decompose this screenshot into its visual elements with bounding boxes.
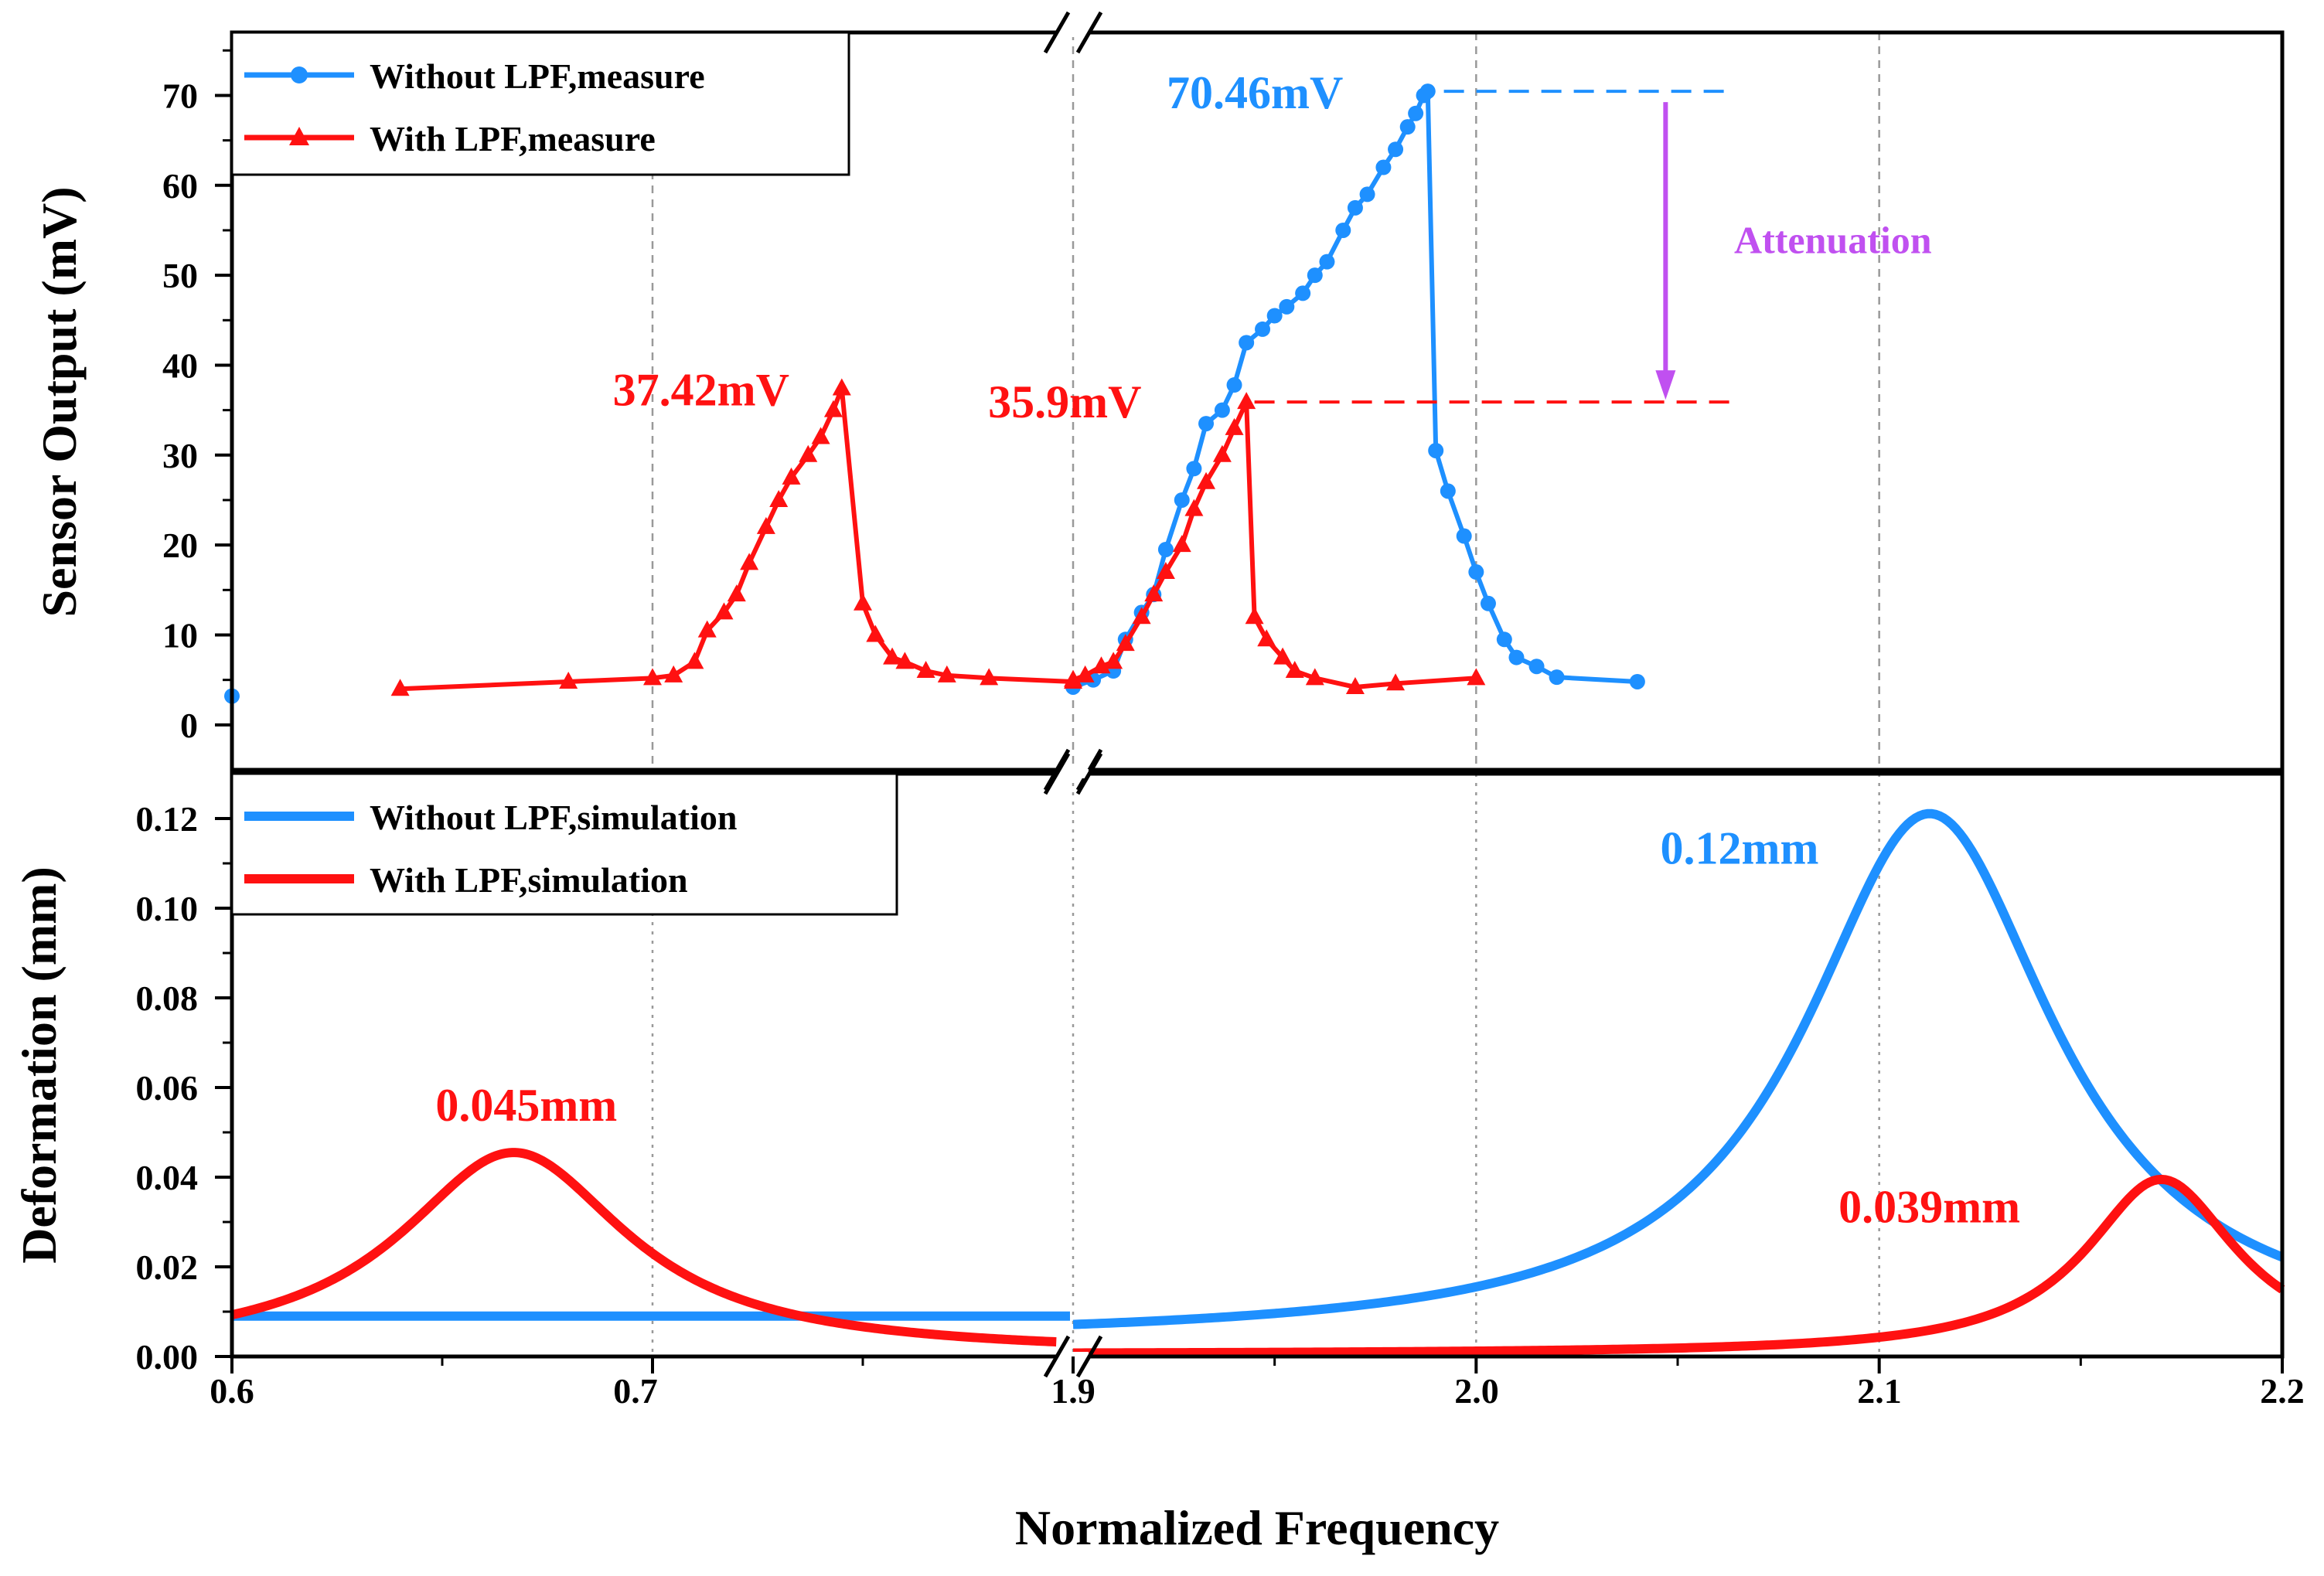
data-point	[1481, 596, 1496, 611]
bottom-y-axis-title: Deformation (mm)	[12, 866, 66, 1264]
top-plot	[224, 83, 1734, 704]
data-point	[1295, 285, 1310, 301]
data-point	[1408, 106, 1423, 121]
legend-label: Without LPF,measure	[370, 56, 705, 96]
y-tick-label: 0.06	[136, 1068, 199, 1108]
data-point	[1468, 564, 1484, 580]
y-tick-label: 70	[162, 76, 198, 115]
data-point	[1497, 631, 1512, 647]
y-tick-label: 60	[162, 166, 198, 206]
data-point	[1186, 461, 1201, 476]
x-axis-title: Normalized Frequency	[1015, 1500, 1499, 1555]
series-line	[1073, 1179, 2282, 1353]
chart: 0 10 20 30 40 50 60 70 0.00 0.02 0.04 0.…	[0, 0, 2324, 1576]
data-point	[728, 584, 746, 601]
data-point	[1360, 186, 1375, 202]
y-tick-label: 0.08	[136, 979, 199, 1018]
top-y-axis-title: Sensor Output (mV)	[32, 186, 87, 617]
data-point	[1237, 392, 1256, 409]
data-point	[1630, 674, 1645, 689]
data-point	[1348, 200, 1363, 216]
data-point	[1239, 335, 1254, 350]
data-point	[1440, 483, 1456, 499]
data-point	[1255, 322, 1270, 337]
annotation-sim-peak-without-lpf: 0.12mm	[1660, 823, 1818, 874]
y-tick-label: 40	[162, 345, 198, 385]
axis-break-gap	[1058, 28, 1089, 37]
attenuation-arrow-head	[1655, 370, 1675, 400]
x-tick-label: 1.9	[1051, 1371, 1096, 1411]
annotation-sim-peak-with-lpf-left: 0.045mm	[435, 1080, 617, 1131]
data-point	[854, 594, 872, 611]
data-point	[1198, 416, 1214, 431]
data-point	[1307, 267, 1323, 283]
y-tick-label: 20	[162, 526, 198, 565]
series-line	[400, 388, 1073, 689]
annotation-peak-with-lpf-right: 35.9mV	[988, 376, 1141, 427]
series-line	[1073, 814, 2282, 1325]
annotation-attenuation: Attenuation	[1734, 219, 1932, 262]
data-point	[812, 427, 830, 444]
x-tick-label: 0.6	[210, 1371, 254, 1411]
axis-break-gap	[1058, 769, 1089, 778]
data-point	[685, 652, 704, 669]
x-tick-labels: 0.6 0.7 1.9 2.0 2.1 2.2	[210, 1371, 2305, 1411]
data-point	[1227, 377, 1242, 393]
data-point	[1215, 403, 1230, 418]
data-point	[1457, 529, 1472, 544]
x-tick-label: 2.1	[1857, 1371, 1902, 1411]
data-point	[1375, 160, 1391, 175]
x-tick-label: 2.0	[1454, 1371, 1499, 1411]
legend-label: With LPF,simulation	[370, 860, 688, 900]
bottom-y-tick-labels: 0.00 0.02 0.04 0.06 0.08 0.10 0.12	[136, 799, 199, 1377]
data-point	[1420, 83, 1436, 99]
data-point	[833, 378, 851, 395]
data-point	[1428, 443, 1443, 458]
data-point	[1279, 299, 1294, 315]
data-point	[1529, 659, 1545, 674]
top-y-tick-labels: 0 10 20 30 40 50 60 70	[162, 76, 198, 744]
data-point	[1173, 535, 1191, 552]
legend-marker-circle	[291, 66, 308, 83]
annotation-sim-peak-with-lpf-right: 0.039mm	[1838, 1182, 2020, 1233]
y-tick-label: 0.12	[136, 799, 199, 839]
y-tick-label: 30	[162, 436, 198, 475]
data-point	[1158, 542, 1174, 557]
data-point	[1388, 141, 1403, 157]
data-point	[1174, 492, 1190, 508]
data-point	[1400, 119, 1416, 134]
data-point	[1549, 669, 1565, 685]
y-tick-label: 50	[162, 256, 198, 295]
data-point	[1245, 607, 1264, 624]
top-legend: Without LPF,measure With LPF,measure	[232, 32, 849, 175]
annotation-peak-without-lpf: 70.46mV	[1167, 67, 1343, 118]
y-tick-label: 0.04	[136, 1158, 199, 1197]
y-tick-label: 10	[162, 615, 198, 655]
annotation-peak-with-lpf-left: 37.42mV	[613, 364, 789, 415]
data-point	[1335, 223, 1351, 238]
data-point	[1225, 418, 1244, 435]
y-tick-label: 0	[180, 706, 198, 745]
data-point	[824, 400, 843, 417]
data-point	[1319, 254, 1334, 270]
data-point	[757, 517, 775, 534]
legend-label: Without LPF,simulation	[370, 798, 737, 837]
legend-label: With LPF,measure	[370, 119, 656, 158]
data-point	[1508, 650, 1524, 665]
x-tick-label: 0.7	[613, 1371, 658, 1411]
data-point	[740, 553, 758, 570]
bottom-legend: Without LPF,simulation With LPF,simulati…	[232, 774, 897, 914]
y-tick-label: 0.02	[136, 1248, 199, 1287]
y-tick-label: 0.10	[136, 889, 199, 928]
x-tick-label: 2.2	[2260, 1371, 2305, 1411]
data-point	[1213, 445, 1232, 462]
y-tick-label: 0.00	[136, 1337, 199, 1377]
tick-marks	[215, 50, 2282, 1373]
data-point	[866, 625, 884, 642]
